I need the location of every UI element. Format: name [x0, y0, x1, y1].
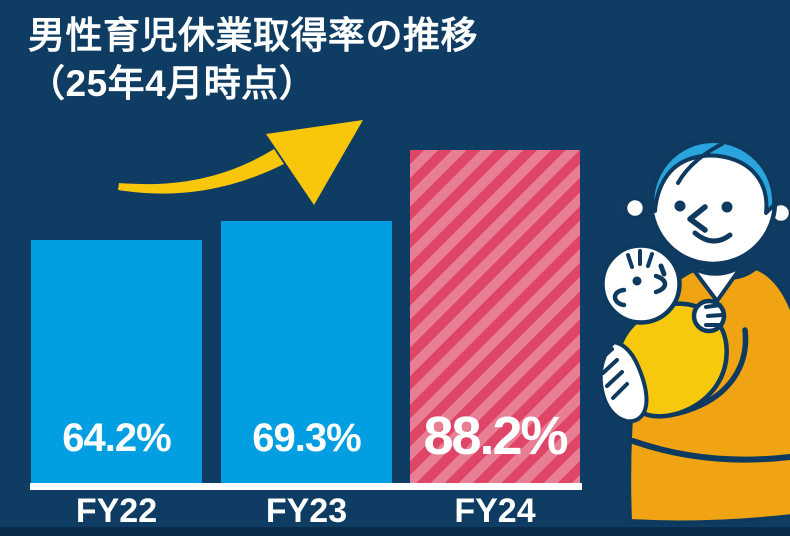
- father-ear-left: [622, 195, 648, 221]
- bar-value-fy24: 88.2%: [423, 406, 568, 466]
- bar-fy23: 69.3%: [221, 221, 392, 483]
- bar-value-fy23: 69.3%: [252, 416, 361, 460]
- baby-eye-right: [658, 263, 667, 277]
- father-hair: [650, 138, 777, 215]
- baby-ear: [612, 287, 627, 308]
- father-mouth: [692, 230, 733, 244]
- father-hand: [598, 340, 649, 424]
- chart-title: 男性育児休業取得率の推移 （25年4月時点）: [28, 12, 478, 108]
- father-hair-part-line: [676, 142, 724, 185]
- baby-blanket: [614, 301, 729, 419]
- father-head: [648, 137, 778, 267]
- axis-label-fy23: FY23: [265, 492, 348, 530]
- father-chin-line: [698, 260, 742, 272]
- bottom-edge-strip: [0, 527, 790, 536]
- axis-label-fy22: FY22: [75, 492, 158, 530]
- bar-fy22: 64.2%: [31, 240, 202, 483]
- father-eye-left: [674, 200, 686, 212]
- baby-eye-left: [632, 276, 642, 286]
- baby-hand: [691, 298, 727, 334]
- father-sweater: [627, 265, 790, 525]
- x-axis-line: [30, 483, 582, 490]
- father-ear-right: [768, 200, 790, 226]
- axis-label-fy24: FY24: [454, 492, 536, 530]
- shirt-collar: [688, 261, 746, 303]
- father-eye-right: [721, 201, 733, 213]
- baby-mouth: [653, 273, 668, 295]
- chart-title-line2: （25年4月時点）: [28, 63, 317, 104]
- father-arm-lower-line: [630, 438, 790, 463]
- father-nose: [687, 204, 708, 233]
- baby-head: [600, 243, 682, 325]
- bar-value-fy22: 64.2%: [62, 416, 171, 460]
- father-arm-upper-line: [643, 327, 749, 418]
- chart-title-line1: 男性育児休業取得率の推移: [28, 15, 478, 56]
- baby-hair: [626, 249, 654, 269]
- bar-fy24-highlighted: 88.2%: [410, 150, 580, 483]
